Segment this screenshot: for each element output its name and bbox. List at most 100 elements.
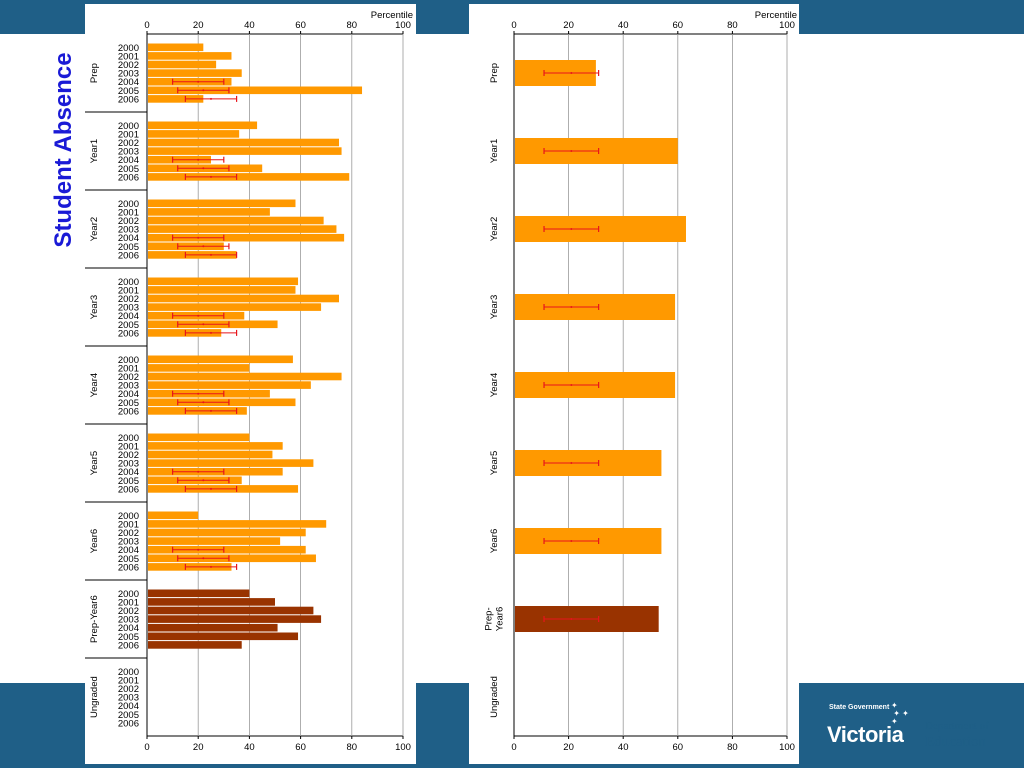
bar [148, 641, 242, 649]
bar [148, 208, 270, 216]
group-label: Year4 [89, 373, 100, 397]
bar [148, 95, 204, 103]
year-label: 2003 [118, 693, 139, 704]
error-center [197, 548, 200, 551]
year-label: 2003 [118, 459, 139, 470]
bar [148, 623, 278, 632]
group-label: Year6 [495, 607, 506, 631]
bar [148, 277, 299, 286]
tick-label-top: 100 [779, 20, 795, 31]
group-label: Ungraded [489, 676, 500, 718]
year-label: 2002 [118, 606, 139, 617]
group-label: Ungraded [89, 676, 100, 718]
bar [148, 381, 311, 389]
year-label: 2002 [118, 216, 139, 227]
tick-label-bottom: 80 [727, 742, 738, 753]
bar [148, 147, 342, 155]
year-label: 2003 [118, 69, 139, 80]
tick-label-bottom: 20 [563, 742, 574, 753]
error-center [197, 236, 200, 239]
bar [148, 60, 217, 69]
year-label: 2004 [118, 623, 139, 634]
error-center [210, 565, 212, 568]
error-center [210, 409, 212, 412]
year-label: 2001 [118, 285, 139, 296]
chart-by-year: 002020404060608080100100PercentilePrep20… [85, 10, 413, 753]
bar [148, 86, 363, 95]
year-label: 2002 [118, 684, 139, 695]
year-label: 2005 [118, 554, 139, 565]
bar [148, 372, 342, 381]
year-label: 2001 [118, 51, 139, 62]
year-label: 2006 [118, 484, 139, 495]
bar [148, 216, 324, 225]
bar [148, 329, 222, 337]
error-center [570, 150, 573, 152]
bar [148, 294, 339, 303]
error-center [210, 331, 212, 334]
bar [148, 199, 296, 208]
bar [148, 537, 281, 545]
tick-label-bottom: 80 [347, 742, 358, 753]
error-center [202, 89, 205, 92]
year-label: 2001 [118, 597, 139, 608]
year-label: 2006 [118, 94, 139, 105]
error-center [210, 253, 212, 256]
tick-label-bottom: 20 [193, 742, 204, 753]
southern-cross-icon: ✦ ✦ ✦ ✦ [891, 701, 909, 726]
bar [148, 606, 314, 615]
logo-victoria: Victoria [827, 722, 904, 747]
tick-label-bottom: 100 [779, 742, 795, 753]
tick-label-top: 20 [193, 20, 204, 31]
year-label: 2006 [118, 328, 139, 339]
year-label: 2004 [118, 545, 139, 556]
tick-label-bottom: 60 [673, 742, 684, 753]
tick-label-top: 60 [673, 20, 684, 31]
year-label: 2001 [118, 519, 139, 530]
year-label: 2006 [118, 406, 139, 417]
x-axis-title: Percentile [755, 10, 797, 21]
year-label: 2004 [118, 389, 139, 400]
year-label: 2003 [118, 225, 139, 236]
group-label: Prep-Year6 [89, 595, 100, 643]
tick-label-bottom: 40 [244, 742, 255, 753]
year-label: 2005 [118, 242, 139, 253]
logo-box: State Government ✦ ✦ ✦ ✦ Victoria [825, 700, 919, 756]
year-label: 2005 [118, 86, 139, 97]
year-label: 2004 [118, 701, 139, 712]
error-center [570, 228, 573, 230]
error-center [210, 175, 212, 178]
year-label: 2002 [118, 294, 139, 305]
bar [148, 528, 306, 537]
bar [148, 69, 242, 77]
year-label: 2005 [118, 710, 139, 721]
year-label: 2000 [118, 511, 139, 522]
tick-label-top: 0 [144, 20, 149, 31]
tick-label-bottom: 0 [144, 742, 149, 753]
chart-panel-by-year: 0 0 20 20 40 40 60 60 80 80 100 100 Percentile Prep 20… [85, 4, 416, 764]
bar [148, 511, 199, 520]
error-center [210, 487, 212, 490]
tick-label-top: 0 [511, 20, 516, 31]
group-label: Year4 [489, 373, 500, 397]
error-center [197, 158, 200, 161]
year-label: 2006 [118, 640, 139, 651]
victoria-logo: State Government ✦ ✦ ✦ ✦ Victoria Departm… [825, 700, 1005, 756]
group-label: Year2 [89, 217, 100, 241]
bar [148, 632, 299, 641]
group-label: Year1 [89, 139, 100, 163]
bar [148, 459, 314, 467]
group-label: Year1 [489, 139, 500, 163]
error-center [202, 323, 205, 326]
tick-label-bottom: 100 [395, 742, 411, 753]
year-label: 2004 [118, 77, 139, 88]
year-label: 2002 [118, 450, 139, 461]
page-title: Student Absence [50, 52, 77, 248]
bar [148, 43, 204, 52]
year-label: 2000 [118, 433, 139, 444]
bar [148, 233, 345, 242]
year-label: 2000 [118, 121, 139, 132]
bar [148, 286, 296, 294]
tick-label-top: 20 [563, 20, 574, 31]
error-center [197, 470, 200, 473]
